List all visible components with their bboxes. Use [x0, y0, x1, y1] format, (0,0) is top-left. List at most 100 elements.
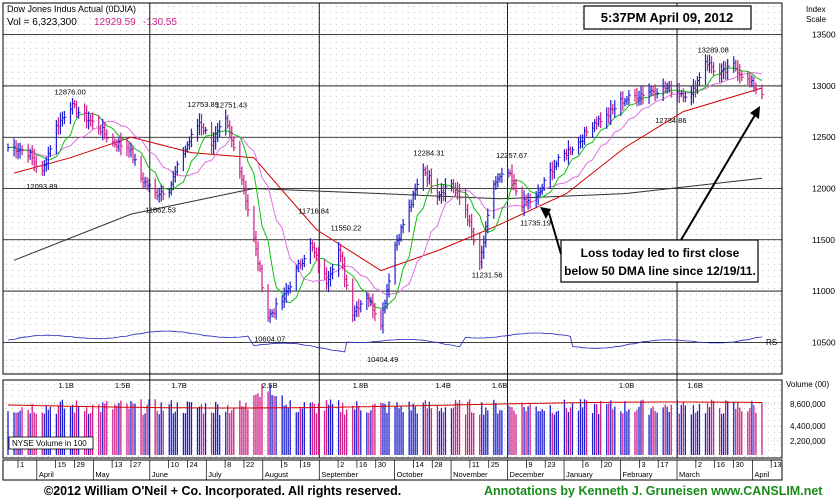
- price-bar: [656, 88, 660, 99]
- price-bar: [49, 145, 53, 158]
- volume-peak-label: 2.5B: [262, 381, 277, 390]
- price-label: 11231.56: [472, 270, 503, 279]
- price-label: 11862.53: [145, 206, 176, 215]
- price-bar: [670, 80, 674, 98]
- price-bar: [148, 178, 152, 192]
- time-tick-label: 6: [585, 460, 589, 469]
- price-bar: [741, 70, 744, 81]
- volume-average-line: [7, 401, 762, 409]
- time-tick-label: 15: [58, 460, 66, 469]
- price-tick-label: 13500: [812, 30, 836, 40]
- price-label: 10604.07: [254, 335, 285, 344]
- time-tick-label: July: [208, 470, 222, 479]
- price-label: 11735.19: [520, 219, 551, 228]
- price-bar: [77, 106, 81, 119]
- time-tick-label: 17: [660, 460, 668, 469]
- price-bar: [712, 62, 716, 77]
- volume-legend: NYSE Volume in 100: [12, 439, 87, 448]
- price-label: 12093.89: [26, 182, 57, 191]
- index-scale-label: Index: [806, 5, 826, 14]
- price-bar: [21, 145, 25, 156]
- price-bar: [642, 85, 646, 105]
- price-readout: 12929.59: [94, 17, 136, 28]
- change-readout: -130.55: [143, 17, 177, 28]
- arrow-to-breakdown: [548, 212, 562, 255]
- price-bar: [761, 84, 764, 100]
- time-tick-label: 16: [359, 460, 367, 469]
- volume-peak-label: 1.5B: [115, 381, 130, 390]
- price-bar: [515, 178, 519, 196]
- price-bar: [162, 185, 166, 201]
- price-label: 12257.67: [496, 151, 527, 160]
- annotation-line-2: below 50 DMA line since 12/19/11.: [564, 264, 756, 278]
- price-tick-label: 13000: [812, 81, 836, 91]
- time-tick-label: February: [623, 470, 653, 479]
- price-bar: [501, 167, 504, 183]
- price-bar: [529, 193, 533, 209]
- time-tick-label: November: [453, 470, 488, 479]
- price-tick-label: 12500: [812, 132, 836, 142]
- arrow-head-right: [750, 106, 760, 119]
- price-bar: [346, 274, 349, 290]
- price-bar: [134, 153, 138, 166]
- price-bar: [430, 168, 434, 194]
- price-axis-labels: 13500 13000 12500 12000 11500 11000 10500: [812, 30, 836, 348]
- time-tick-label: 30: [378, 460, 386, 469]
- time-tick-label: 13: [773, 460, 781, 469]
- volume-peak-label: 1.4B: [435, 381, 450, 390]
- price-label: 12284.31: [413, 148, 444, 157]
- time-tick-label: 10: [171, 460, 179, 469]
- price-bar: [261, 264, 265, 293]
- time-tick-label: 8: [227, 460, 231, 469]
- time-tick-label: 14: [415, 460, 423, 469]
- time-tick-label: October: [397, 470, 424, 479]
- time-tick-label: 2: [340, 460, 344, 469]
- price-bar: [176, 161, 180, 176]
- annotation-line-1: Loss today led to first close: [581, 246, 740, 260]
- volume-peak-label: 1.6B: [687, 381, 702, 390]
- price-bar: [614, 100, 617, 118]
- price-bar: [360, 300, 363, 313]
- ma-200-line: [13, 177, 763, 261]
- volume-tick-label: 8,600,000: [790, 400, 826, 409]
- ma-50-line: [13, 87, 763, 272]
- price-tick-label: 11000: [812, 286, 835, 296]
- time-tick-label: May: [95, 470, 109, 479]
- price-label: 11550.22: [331, 224, 362, 233]
- volume-peak-label: 1.7B: [171, 381, 186, 390]
- time-tick-label: June: [152, 470, 168, 479]
- price-bar: [247, 194, 250, 217]
- price-bar: [63, 110, 67, 125]
- copyright: ©2012 William O'Neil + Co. Incorporated.…: [44, 484, 402, 498]
- price-bar: [219, 120, 222, 138]
- price-bar: [444, 178, 448, 202]
- price-bar: [727, 58, 730, 80]
- price-bar: [106, 129, 109, 143]
- timestamp-box: [583, 5, 752, 30]
- price-bar: [458, 183, 462, 206]
- price-bar: [331, 264, 335, 280]
- volume-peak-labels: 1.1B 1.5B 1.7B 2.5B 1.8B 1.4B 1.6B 1.0B 1.6B: [58, 381, 702, 390]
- price-bar: [473, 227, 476, 246]
- price-bar: [120, 132, 123, 156]
- price-bar: [585, 126, 589, 137]
- price-bar: [92, 112, 95, 130]
- time-tick-label: 2: [698, 460, 702, 469]
- volume-axis-title: Volume (00): [786, 380, 829, 389]
- price-tick-label: 11500: [812, 235, 835, 245]
- price-bar: [416, 178, 420, 196]
- time-tick-label: September: [321, 470, 358, 479]
- price-bar: [35, 155, 39, 173]
- price-bar: [289, 281, 293, 294]
- time-tick-label: April: [39, 470, 54, 479]
- chart-title: Dow Jones Indus Actual (0DJIA): [7, 4, 136, 14]
- time-tick-label: January: [566, 470, 593, 479]
- annotation-box: [560, 239, 759, 283]
- volume-peak-label: 1.0B: [619, 381, 634, 390]
- price-bar: [303, 254, 307, 268]
- price-bar: [487, 208, 490, 234]
- x-axis-strip: [2, 459, 783, 481]
- price-bar: [543, 177, 547, 191]
- time-tick-label: 3: [641, 460, 645, 469]
